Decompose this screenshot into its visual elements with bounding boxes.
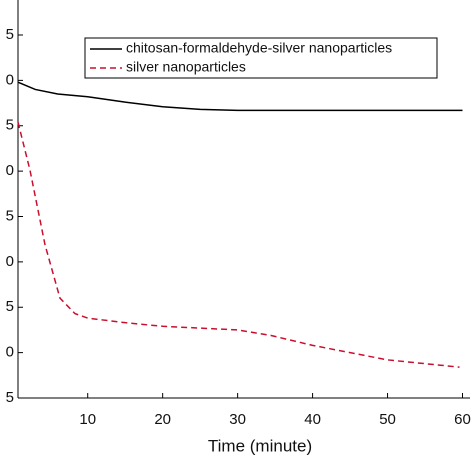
x-tick-label: 10 xyxy=(79,411,96,428)
legend-box xyxy=(84,37,438,79)
x-tick-label: 30 xyxy=(229,411,246,428)
legend-label: silver nanoparticles xyxy=(126,59,246,75)
x-tick-label: 60 xyxy=(454,411,471,428)
y-tick-label: 0 xyxy=(6,162,14,179)
y-tick-label: 5 xyxy=(6,207,14,224)
y-tick-label: 5 xyxy=(6,298,14,315)
y-tick-label: 0 xyxy=(6,344,14,361)
legend-label: chitosan-formaldehyde-silver nanoparticl… xyxy=(126,40,392,56)
x-axis-label: Time (minute) xyxy=(208,436,312,455)
series-line xyxy=(17,81,463,112)
x-tick-label: 40 xyxy=(304,411,321,428)
y-tick-label: 0 xyxy=(6,253,14,270)
x-tick-label: 50 xyxy=(379,411,396,428)
y-tick-label: 5 xyxy=(6,389,14,406)
series-line xyxy=(17,121,460,368)
y-tick-label: 0 xyxy=(6,71,14,88)
y-tick-label: 5 xyxy=(6,26,14,43)
y-tick-label: 5 xyxy=(6,117,14,134)
x-tick-label: 20 xyxy=(154,411,171,428)
